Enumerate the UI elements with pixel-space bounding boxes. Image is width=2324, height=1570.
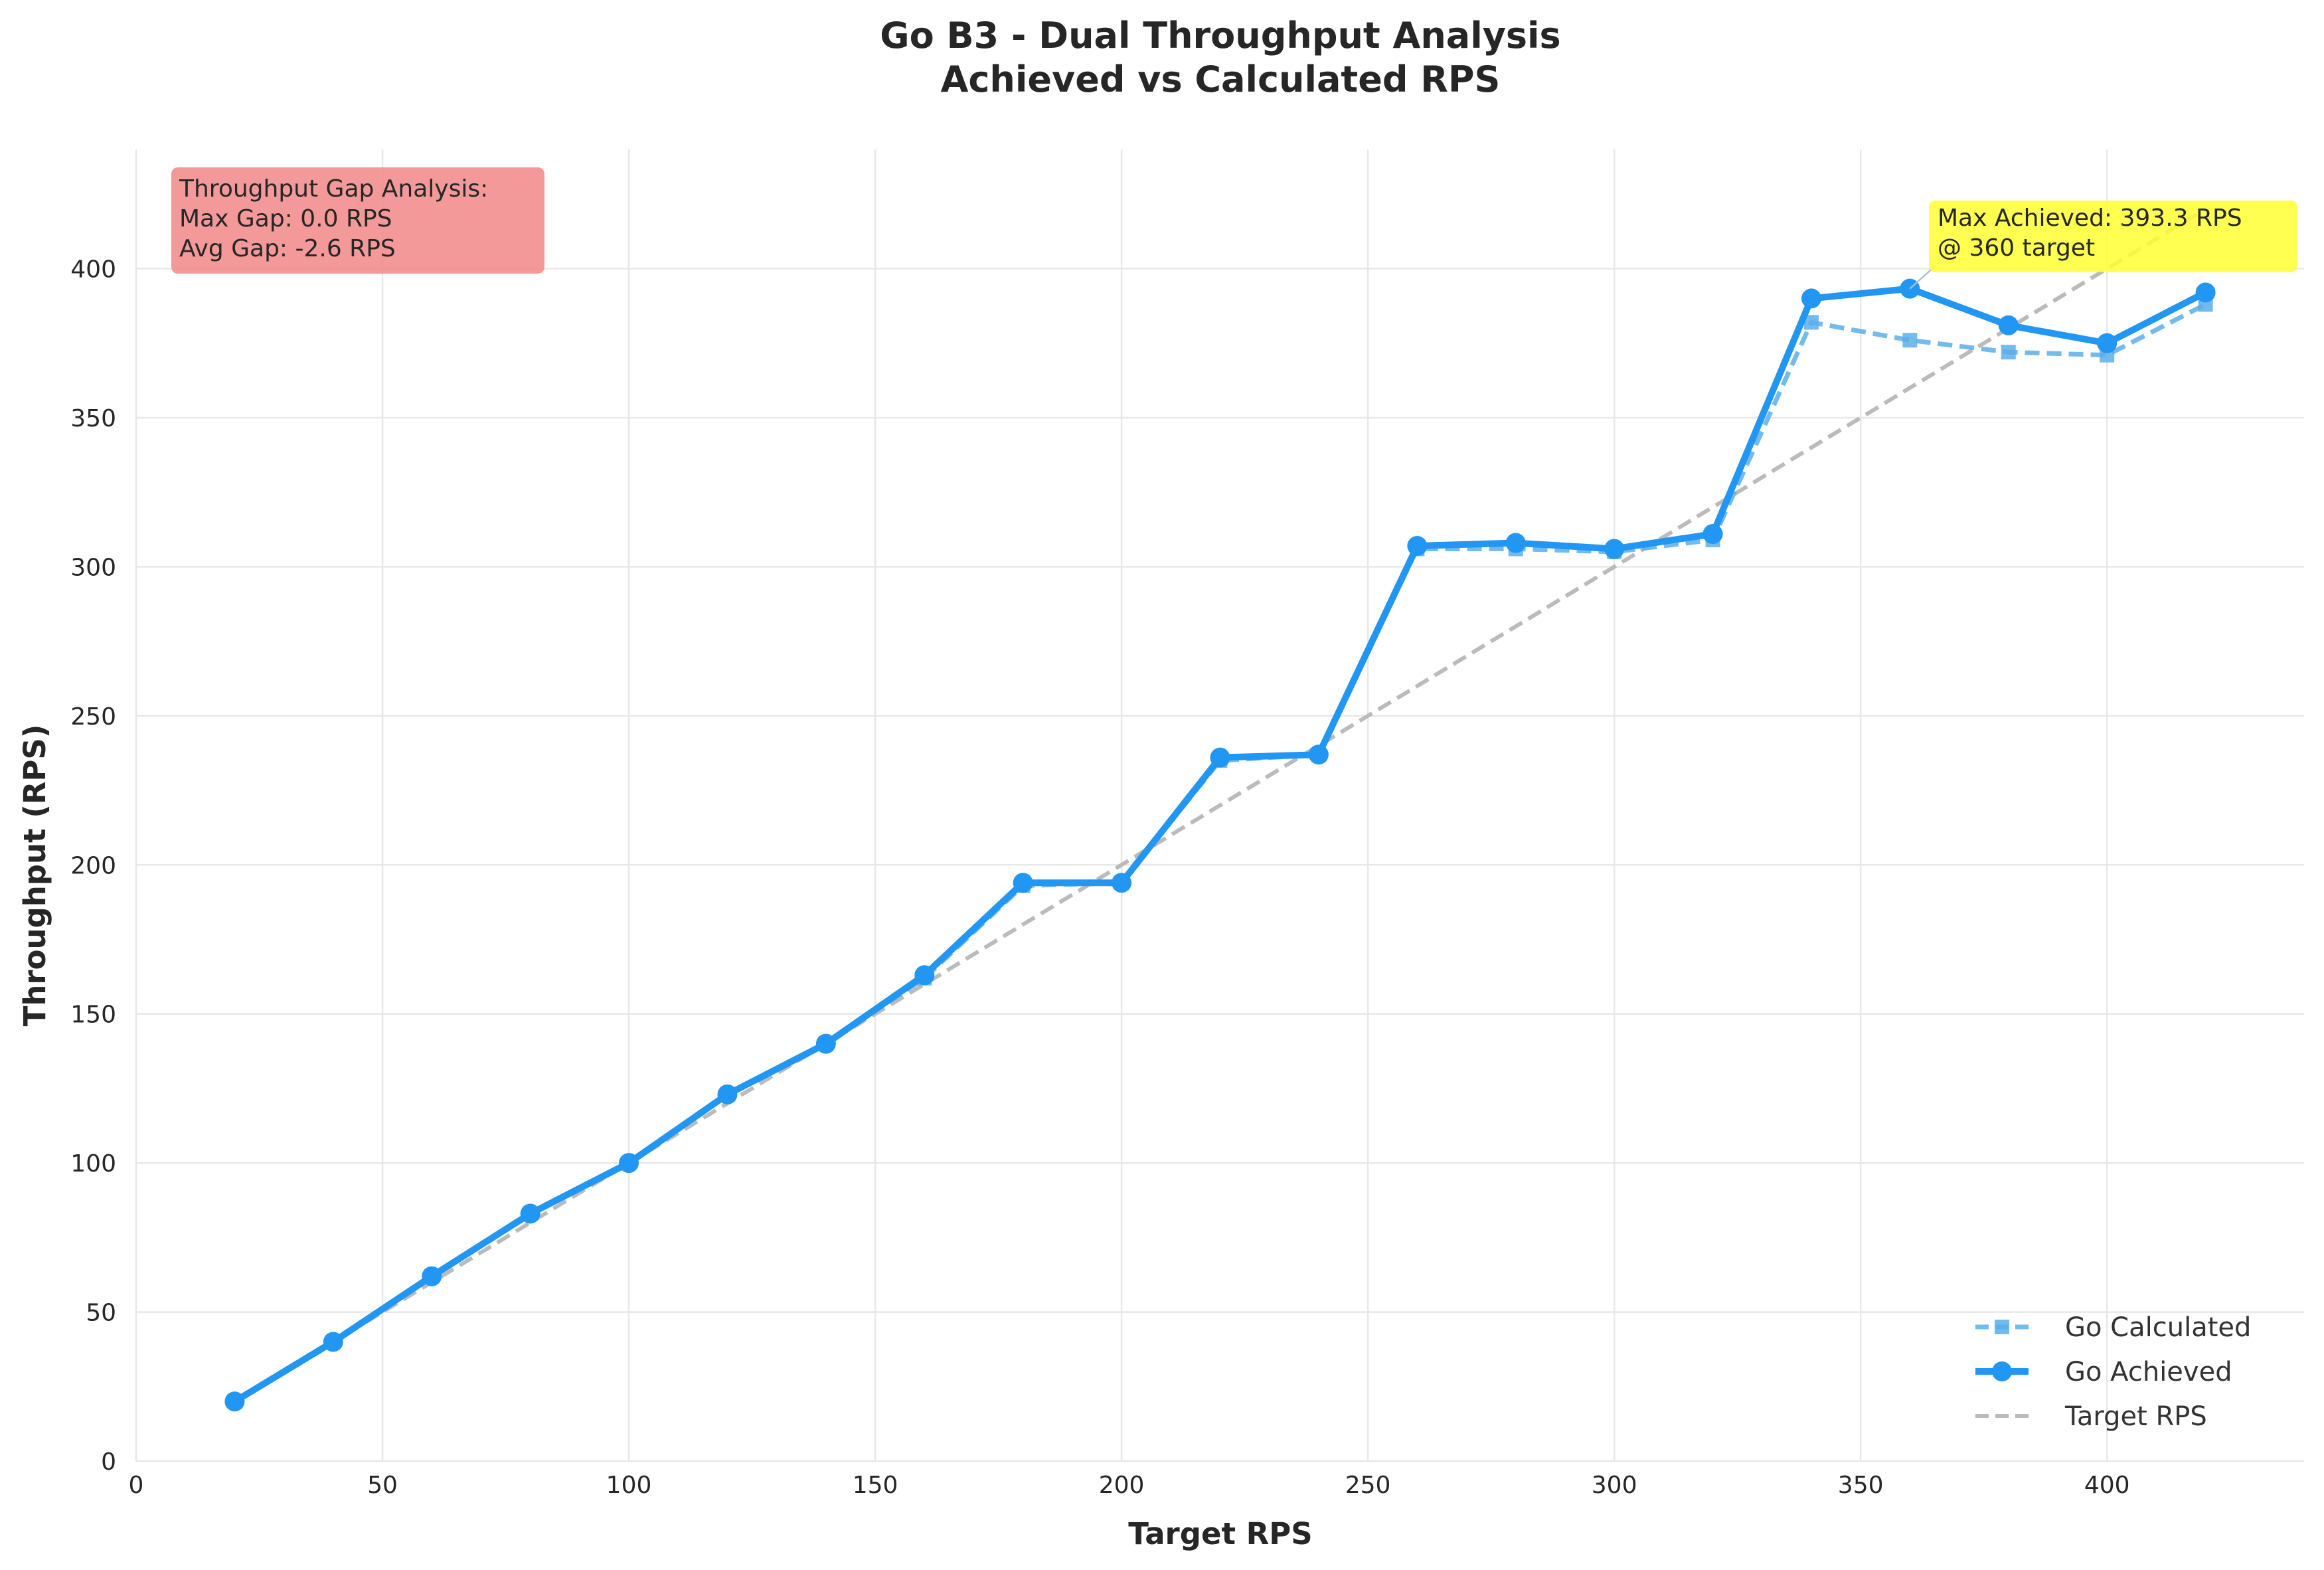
max-achieved-line: @ 360 target xyxy=(1938,234,2095,262)
x-axis-label: Target RPS xyxy=(1128,1516,1312,1551)
x-tick-label: 250 xyxy=(1345,1472,1391,1499)
x-tick-label: 200 xyxy=(1099,1472,1145,1499)
go-calculated-point xyxy=(1803,315,1819,330)
go-achieved-point xyxy=(1505,533,1526,553)
legend-item: Go Calculated xyxy=(1975,1312,2251,1343)
legend-label: Target RPS xyxy=(2064,1401,2207,1432)
legend-item: Target RPS xyxy=(1975,1401,2207,1432)
legend-marker-achieved xyxy=(1992,1361,2012,1381)
annotations: Throughput Gap Analysis:Max Gap: 0.0 RPS… xyxy=(171,167,2297,290)
go-calculated-point xyxy=(2001,345,2016,360)
legend-label: Go Achieved xyxy=(2065,1357,2232,1387)
go-achieved-point xyxy=(815,1033,836,1054)
legend: Go Calculated Go Achieved Target RPS xyxy=(1975,1312,2251,1432)
y-tick-label: 150 xyxy=(70,1002,116,1029)
go-achieved-point xyxy=(1998,315,2019,335)
legend-item: Go Achieved xyxy=(1975,1357,2232,1387)
y-tick-label: 50 xyxy=(86,1300,116,1327)
max-achieved-line: Max Achieved: 393.3 RPS xyxy=(1938,205,2242,232)
y-tick-label: 400 xyxy=(70,256,116,284)
y-axis-label: Throughput (RPS) xyxy=(17,725,52,1027)
x-tick-label: 100 xyxy=(606,1472,652,1499)
tick-labels: 0 50 100 150 200 250 300 350 400 0 50 100 150 200 250 3… xyxy=(70,256,2129,1499)
go-achieved-point xyxy=(1407,535,1428,556)
go-achieved-point xyxy=(422,1266,442,1286)
go-calculated-point xyxy=(1902,333,1918,348)
x-tick-label: 150 xyxy=(853,1472,898,1499)
go-achieved-point xyxy=(1308,744,1329,765)
y-tick-label: 350 xyxy=(70,405,116,432)
go-achieved-point xyxy=(323,1332,343,1352)
go-achieved-point xyxy=(520,1203,540,1224)
go-achieved-point xyxy=(224,1391,245,1412)
go-achieved-point xyxy=(1801,288,1821,309)
gap-analysis-line: Max Gap: 0.0 RPS xyxy=(179,205,392,232)
go-achieved-line xyxy=(232,285,2207,1405)
go-achieved-point xyxy=(1604,539,1625,559)
y-tick-label: 250 xyxy=(70,703,116,731)
gap-analysis-line: Throughput Gap Analysis: xyxy=(179,175,488,203)
gap-analysis-line: Avg Gap: -2.6 RPS xyxy=(179,235,396,262)
series-layer xyxy=(224,207,2216,1412)
gap-analysis-box xyxy=(171,167,544,274)
max-achieved-box xyxy=(1929,201,2297,272)
chart-title: Go B3 - Dual Throughput Analysis xyxy=(880,15,1560,56)
target-rps-line xyxy=(233,207,2207,1403)
x-tick-label: 50 xyxy=(367,1472,398,1499)
x-tick-label: 350 xyxy=(1838,1472,1884,1499)
x-tick-label: 300 xyxy=(1592,1472,1637,1499)
go-achieved-point xyxy=(1210,747,1230,768)
go-calculated-line xyxy=(233,302,2207,1404)
legend-label: Go Calculated xyxy=(2065,1312,2251,1343)
go-achieved-point xyxy=(914,965,935,986)
go-achieved-point xyxy=(2195,282,2216,303)
y-tick-label: 300 xyxy=(70,554,116,581)
chart-subtitle: Achieved vs Calculated RPS xyxy=(941,58,1501,100)
go-achieved-point xyxy=(2097,333,2117,353)
go-achieved-point xyxy=(1013,873,1033,893)
y-tick-label: 100 xyxy=(70,1150,116,1178)
go-achieved-point xyxy=(1702,524,1723,545)
go-achieved-point xyxy=(1112,873,1132,893)
go-achieved-point xyxy=(717,1084,738,1104)
legend-marker-calculated xyxy=(1995,1320,2009,1334)
go-achieved-point xyxy=(619,1153,639,1174)
x-tick-label: 400 xyxy=(2084,1472,2130,1499)
x-tick-label: 0 xyxy=(129,1472,144,1499)
grid-lines xyxy=(135,149,2304,1462)
y-tick-label: 200 xyxy=(70,852,116,879)
y-tick-label: 0 xyxy=(101,1448,116,1476)
